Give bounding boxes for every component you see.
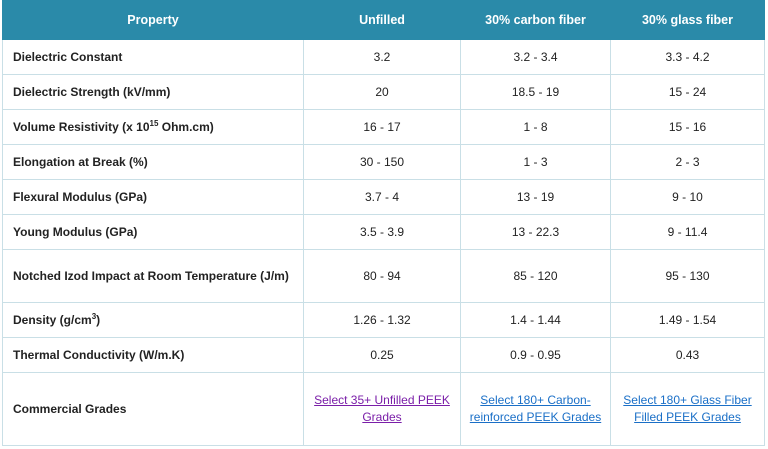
value-cell: 30 - 150: [303, 144, 461, 180]
property-cell: Commercial Grades: [2, 372, 304, 446]
value-cell: 16 - 17: [303, 109, 461, 145]
table-row: Density (g/cm3) 1.26 - 1.32 1.4 - 1.44 1.49…: [2, 302, 765, 338]
value-cell: 20: [303, 74, 461, 110]
table-row: Dielectric Strength (kV/mm) 20 18.5 - 19 15…: [2, 74, 765, 110]
value-cell: 2 - 3: [610, 144, 765, 180]
property-text: Ohm.cm): [158, 119, 214, 134]
value-cell: 3.3 - 4.2: [610, 39, 765, 75]
header-cell: 30% carbon fiber: [460, 0, 611, 40]
property-cell: Notched Izod Impact at Room Temperature …: [2, 249, 304, 303]
table-row: Young Modulus (GPa) 3.5 - 3.9 13 - 22.3 9 -…: [2, 214, 765, 250]
property-cell: Thermal Conductivity (W/m.K): [2, 337, 304, 373]
property-cell: Young Modulus (GPa): [2, 214, 304, 250]
property-text: Notched Izod Impact at Room Temperature …: [13, 268, 289, 283]
property-text: ): [96, 312, 101, 327]
value-cell: 18.5 - 19: [460, 74, 611, 110]
value-cell: 1.26 - 1.32: [303, 302, 461, 338]
value-cell: 13 - 19: [460, 179, 611, 215]
property-cell: Density (g/cm3): [2, 302, 304, 338]
table-row: Flexural Modulus (GPa) 3.7 - 4 13 - 19 9 - …: [2, 179, 765, 215]
table-row: Thermal Conductivity (W/m.K) 0.25 0.9 - 0.…: [2, 337, 765, 373]
value-cell: 15 - 16: [610, 109, 765, 145]
grade-link[interactable]: Select 180+ Glass Fiber Filled PEEK Grad…: [623, 393, 752, 424]
superscript: 15: [149, 118, 159, 128]
property-cell: Volume Resistivity (x 1015 Ohm.cm): [2, 109, 304, 145]
value-cell: 80 - 94: [303, 249, 461, 303]
property-text: Density (g/cm: [13, 312, 92, 327]
link-cell: Select 180+ Glass Fiber Filled PEEK Grad…: [610, 372, 765, 446]
value-cell: 9 - 10: [610, 179, 765, 215]
property-cell: Elongation at Break (%): [2, 144, 304, 180]
link-cell: Select 35+ Unfilled PEEK Grades: [303, 372, 461, 446]
value-cell: 85 - 120: [460, 249, 611, 303]
table-row: Dielectric Constant 3.2 3.2 - 3.4 3.3 - 4.2: [2, 39, 765, 75]
value-cell: 95 - 130: [610, 249, 765, 303]
property-text: Volume Resistivity (x 10: [13, 119, 150, 134]
table-row: Volume Resistivity (x 1015 Ohm.cm) 16 - 1…: [2, 109, 765, 145]
value-cell: 0.9 - 0.95: [460, 337, 611, 373]
property-text: Dielectric Strength (kV/mm): [13, 84, 171, 99]
value-cell: 1.4 - 1.44: [460, 302, 611, 338]
value-cell: 13 - 22.3: [460, 214, 611, 250]
property-text: Dielectric Constant: [13, 49, 123, 64]
header-cell: Unfilled: [303, 0, 461, 40]
value-cell: 0.25: [303, 337, 461, 373]
table-row: Notched Izod Impact at Room Temperature …: [2, 249, 765, 303]
table-body: Dielectric Constant 3.2 3.2 - 3.4 3.3 - 4.2…: [2, 39, 765, 446]
value-cell: 9 - 11.4: [610, 214, 765, 250]
value-cell: 0.43: [610, 337, 765, 373]
value-cell: 3.2 - 3.4: [460, 39, 611, 75]
property-cell: Dielectric Strength (kV/mm): [2, 74, 304, 110]
value-cell: 1 - 8: [460, 109, 611, 145]
superscript: 3: [91, 311, 97, 321]
link-cell: Select 180+ Carbon-reinforced PEEK Grade…: [460, 372, 611, 446]
header-row: Property Unfilled 30% carbon fiber 30% glas…: [2, 0, 765, 40]
header-cell: Property: [2, 0, 304, 40]
property-text: Thermal Conductivity (W/m.K): [13, 347, 185, 362]
table-header: Property Unfilled 30% carbon fiber 30% glas…: [2, 0, 765, 40]
value-cell: 3.2: [303, 39, 461, 75]
value-cell: 1.49 - 1.54: [610, 302, 765, 338]
value-cell: 1 - 3: [460, 144, 611, 180]
value-cell: 3.7 - 4: [303, 179, 461, 215]
grade-link[interactable]: Select 180+ Carbon-reinforced PEEK Grade…: [469, 393, 602, 424]
grades-row: Commercial Grades Select 35+ Unfilled PEE…: [2, 372, 765, 446]
property-text: Young Modulus (GPa): [13, 224, 138, 239]
value-cell: 15 - 24: [610, 74, 765, 110]
property-text: Flexural Modulus (GPa): [13, 189, 148, 204]
grade-link[interactable]: Select 35+ Unfilled PEEK Grades: [314, 393, 450, 424]
property-cell: Flexural Modulus (GPa): [2, 179, 304, 215]
property-cell: Dielectric Constant: [2, 39, 304, 75]
property-text: Elongation at Break (%): [13, 154, 148, 169]
header-cell: 30% glass fiber: [610, 0, 765, 40]
value-cell: 3.5 - 3.9: [303, 214, 461, 250]
